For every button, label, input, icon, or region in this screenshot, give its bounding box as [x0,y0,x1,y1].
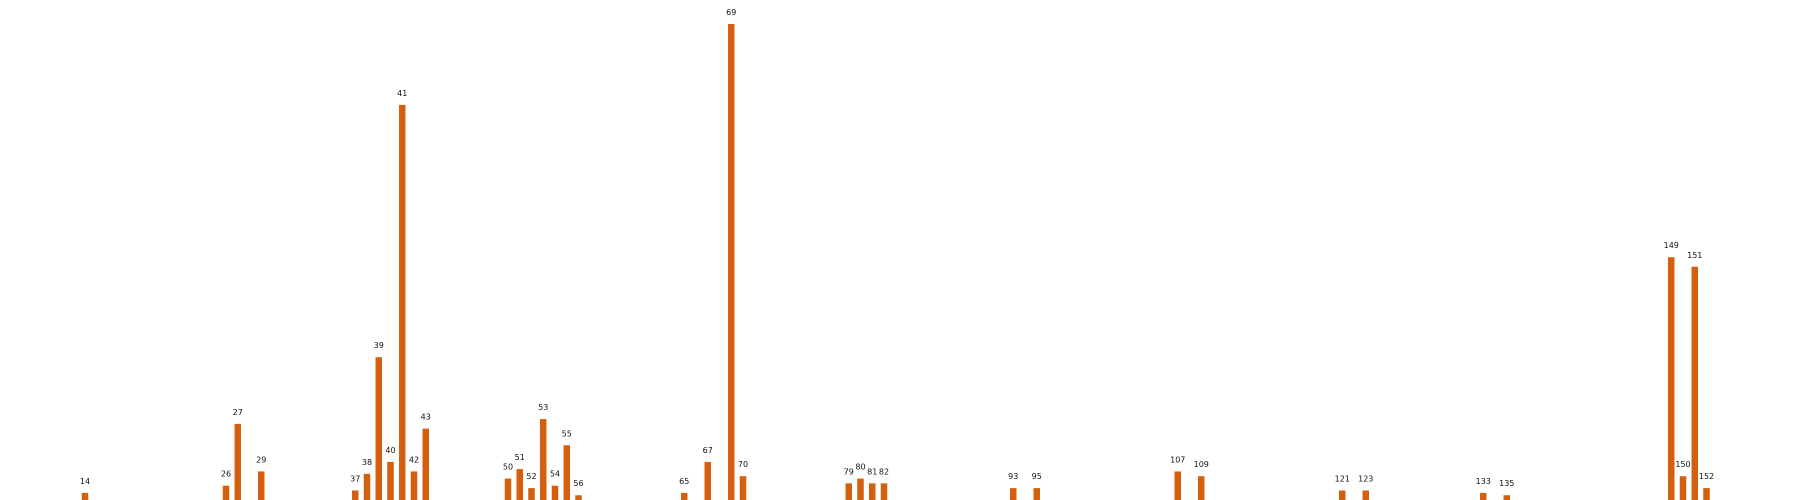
bar-53 [540,419,547,500]
bar-label-123: 123 [1358,474,1373,483]
bar-label-133: 133 [1476,477,1491,486]
bar-label-53: 53 [538,403,548,412]
bar-label-54: 54 [550,470,560,479]
bar-label-42: 42 [409,455,419,464]
bar-40 [387,461,394,500]
bar-149 [1668,257,1675,500]
bar-37 [352,490,359,500]
bar-26 [222,485,230,500]
bar-135 [1503,495,1510,500]
bar-93 [1010,488,1017,500]
bar-41 [399,104,406,500]
bar-label-27: 27 [233,408,243,417]
bar-52 [528,488,535,500]
bar-43 [422,428,429,500]
bar-70 [739,476,747,500]
bar-42 [410,471,418,500]
bar-label-26: 26 [221,470,231,479]
bar-121 [1339,490,1346,500]
bar-152 [1703,488,1710,500]
bar-label-95: 95 [1032,472,1042,481]
bar-label-43: 43 [421,413,431,422]
bar-29 [258,471,265,500]
bar-56 [575,495,582,500]
bar-label-151: 151 [1687,251,1702,260]
bar-label-37: 37 [350,474,360,483]
bar-label-67: 67 [703,446,713,455]
bar-label-14: 14 [80,477,90,486]
bar-82 [880,483,888,500]
bar-133 [1480,492,1487,500]
bar-label-50: 50 [503,463,513,472]
bar-151 [1691,266,1698,500]
bar-150 [1679,476,1687,500]
bar-label-79: 79 [844,467,854,476]
bar-14 [81,492,89,500]
bar-label-29: 29 [256,455,266,464]
bar-label-82: 82 [879,467,889,476]
bar-80 [857,478,864,500]
bar-label-81: 81 [867,467,877,476]
bar-38 [363,473,371,500]
bar-69 [728,24,735,500]
bar-label-41: 41 [397,89,407,98]
bar-label-149: 149 [1664,241,1679,250]
bar-95 [1033,488,1040,500]
bar-label-80: 80 [855,463,865,472]
bar-27 [234,423,241,500]
bar-label-56: 56 [573,479,583,488]
bar-39 [375,357,382,500]
bar-67 [704,461,711,500]
bar-label-69: 69 [726,8,736,17]
bar-label-40: 40 [385,446,395,455]
bar-55 [563,445,570,500]
bar-label-135: 135 [1499,479,1514,488]
bar-65 [681,492,688,500]
bar-123 [1362,490,1369,500]
bar-label-65: 65 [679,477,689,486]
bar-109 [1198,476,1205,500]
bar-107 [1174,471,1181,500]
bar-label-109: 109 [1194,460,1209,469]
bar-label-150: 150 [1675,460,1690,469]
bar-label-39: 39 [374,341,384,350]
bar-label-38: 38 [362,458,372,467]
bar-label-121: 121 [1335,474,1350,483]
bar-50 [504,478,512,500]
bar-label-152: 152 [1699,472,1714,481]
bar-label-107: 107 [1170,455,1185,464]
bar-label-93: 93 [1008,472,1018,481]
bar-79 [845,483,852,500]
bar-54 [551,485,559,500]
bar-81 [869,483,876,500]
bar-label-52: 52 [526,472,536,481]
bar-label-70: 70 [738,460,748,469]
bar-label-51: 51 [515,453,525,462]
bar-label-55: 55 [562,429,572,438]
bars-group [81,24,1710,500]
bar-51 [516,469,523,500]
